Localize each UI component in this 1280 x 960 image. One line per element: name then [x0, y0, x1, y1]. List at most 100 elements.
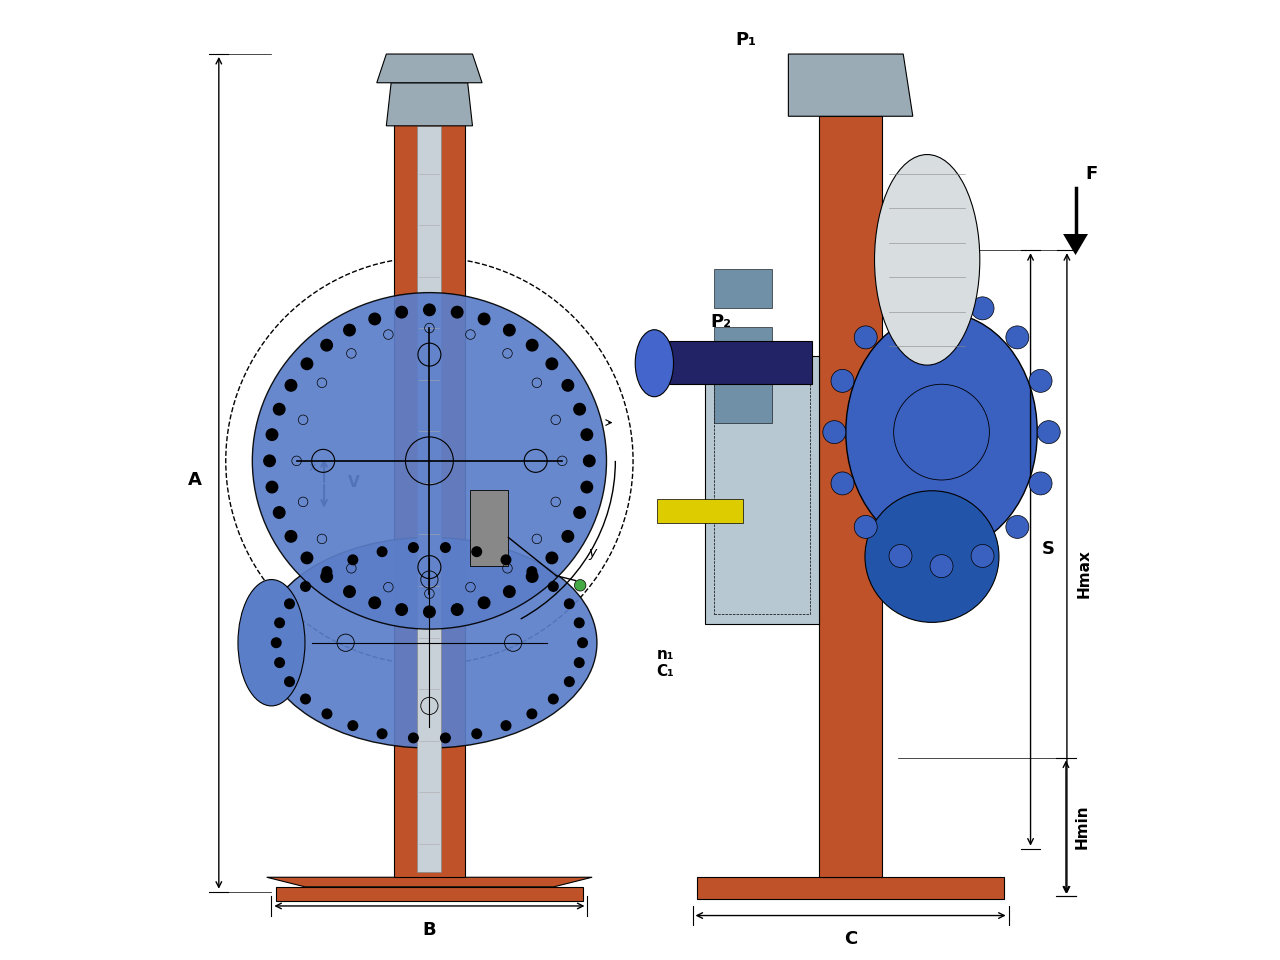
- Circle shape: [890, 544, 911, 567]
- Circle shape: [285, 531, 297, 542]
- Text: V: V: [348, 475, 360, 491]
- Polygon shape: [657, 499, 742, 523]
- Text: A: A: [188, 471, 202, 489]
- Circle shape: [275, 618, 284, 628]
- Text: P₂: P₂: [710, 313, 731, 331]
- Circle shape: [408, 542, 419, 552]
- Circle shape: [564, 677, 575, 686]
- Circle shape: [549, 694, 558, 704]
- Circle shape: [348, 721, 357, 731]
- Circle shape: [575, 618, 584, 628]
- Circle shape: [526, 340, 538, 351]
- Polygon shape: [417, 126, 442, 873]
- Circle shape: [972, 297, 995, 320]
- Circle shape: [1006, 516, 1029, 539]
- Polygon shape: [470, 490, 508, 566]
- Text: n₁: n₁: [657, 647, 673, 661]
- Polygon shape: [714, 270, 772, 308]
- Text: B: B: [422, 921, 436, 939]
- Circle shape: [547, 358, 558, 370]
- Ellipse shape: [252, 293, 607, 629]
- Text: C: C: [844, 930, 858, 948]
- Circle shape: [502, 555, 511, 564]
- Circle shape: [564, 599, 575, 609]
- Circle shape: [301, 694, 310, 704]
- Circle shape: [581, 481, 593, 492]
- Circle shape: [274, 403, 285, 415]
- Circle shape: [527, 709, 536, 719]
- Circle shape: [823, 420, 846, 444]
- Ellipse shape: [635, 329, 673, 396]
- Circle shape: [831, 472, 854, 495]
- Circle shape: [584, 455, 595, 467]
- Circle shape: [549, 582, 558, 591]
- Circle shape: [931, 287, 954, 310]
- Circle shape: [527, 566, 536, 576]
- Circle shape: [575, 658, 584, 667]
- Circle shape: [472, 547, 481, 557]
- Circle shape: [890, 297, 911, 320]
- Circle shape: [284, 599, 294, 609]
- Circle shape: [321, 340, 333, 351]
- Text: S: S: [1042, 540, 1055, 559]
- Circle shape: [1029, 370, 1052, 393]
- Circle shape: [452, 306, 463, 318]
- Circle shape: [440, 733, 451, 743]
- Polygon shape: [1064, 234, 1088, 255]
- Circle shape: [503, 586, 515, 597]
- Circle shape: [266, 429, 278, 441]
- Circle shape: [931, 555, 954, 578]
- Circle shape: [344, 586, 356, 597]
- Circle shape: [577, 638, 588, 647]
- Circle shape: [369, 597, 380, 609]
- Circle shape: [503, 324, 515, 336]
- Circle shape: [854, 325, 877, 348]
- Circle shape: [396, 604, 407, 615]
- Circle shape: [573, 403, 585, 415]
- Polygon shape: [266, 877, 593, 887]
- Circle shape: [562, 531, 573, 542]
- Circle shape: [854, 516, 877, 539]
- Text: y: y: [589, 545, 596, 560]
- Circle shape: [526, 571, 538, 583]
- Text: F: F: [1085, 165, 1097, 182]
- Circle shape: [344, 324, 356, 336]
- Polygon shape: [714, 384, 772, 422]
- Circle shape: [573, 507, 585, 518]
- Circle shape: [479, 597, 490, 609]
- Circle shape: [1029, 472, 1052, 495]
- Circle shape: [396, 306, 407, 318]
- Polygon shape: [376, 54, 483, 83]
- Circle shape: [378, 729, 387, 738]
- Circle shape: [472, 729, 481, 738]
- Circle shape: [321, 571, 333, 583]
- Circle shape: [275, 658, 284, 667]
- Circle shape: [301, 358, 312, 370]
- Circle shape: [581, 429, 593, 441]
- Circle shape: [323, 709, 332, 719]
- Polygon shape: [698, 877, 1004, 900]
- Circle shape: [348, 555, 357, 564]
- Text: x: x: [308, 461, 316, 474]
- Circle shape: [575, 580, 586, 591]
- Circle shape: [271, 638, 282, 647]
- Circle shape: [831, 370, 854, 393]
- Text: Hmin: Hmin: [1075, 804, 1089, 850]
- Polygon shape: [276, 887, 582, 901]
- Circle shape: [378, 547, 387, 557]
- Circle shape: [284, 677, 294, 686]
- Circle shape: [452, 604, 463, 615]
- Circle shape: [1037, 420, 1060, 444]
- Circle shape: [424, 606, 435, 617]
- Circle shape: [440, 542, 451, 552]
- Circle shape: [562, 379, 573, 391]
- Text: C₁: C₁: [657, 664, 675, 679]
- Circle shape: [266, 481, 278, 492]
- Polygon shape: [819, 116, 882, 877]
- Polygon shape: [393, 116, 466, 877]
- Ellipse shape: [865, 491, 998, 622]
- Circle shape: [285, 379, 297, 391]
- Polygon shape: [668, 341, 813, 384]
- Ellipse shape: [238, 580, 305, 706]
- Circle shape: [301, 582, 310, 591]
